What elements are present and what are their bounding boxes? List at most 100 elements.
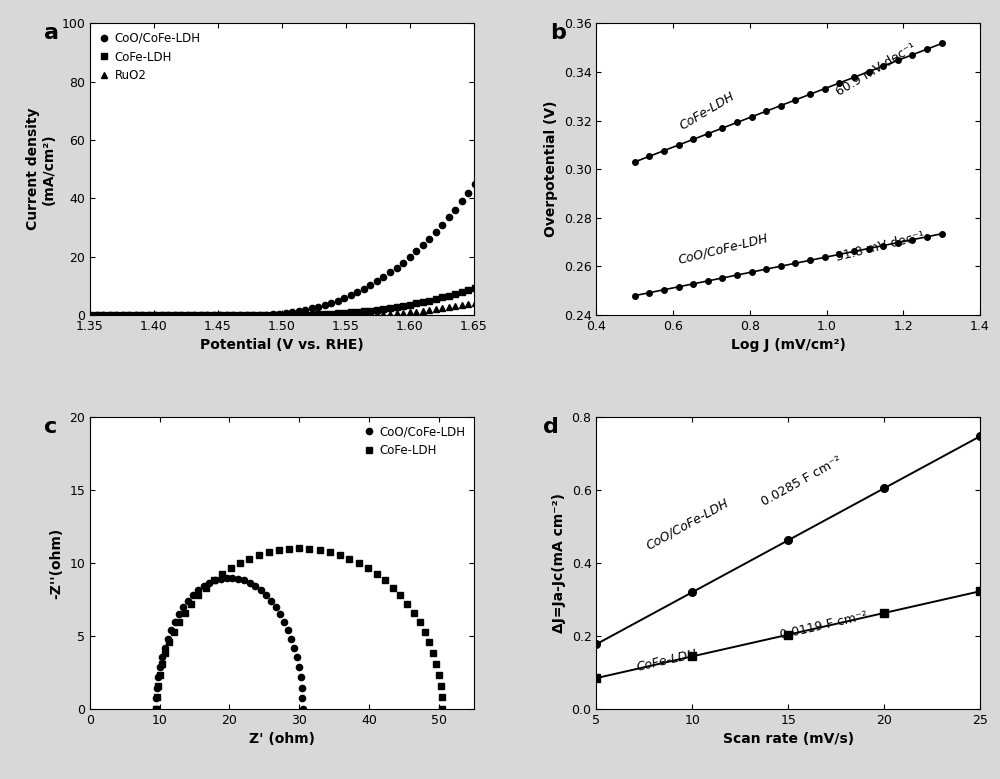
CoO/CoFe-LDH: [214, 310, 226, 319]
CoO/CoFe-LDH: [274, 609, 286, 619]
RuO2: [149, 310, 161, 319]
CoFe-LDH: [433, 670, 445, 679]
CoFe-LDH: [192, 590, 204, 600]
RuO2: [469, 298, 481, 307]
CoO/CoFe-LDH: [154, 663, 166, 672]
CoFe-LDH: [149, 310, 161, 319]
CoO/CoFe-LDH: [215, 574, 227, 583]
Text: b: b: [550, 23, 566, 44]
CoO/CoFe-LDH: [221, 573, 233, 583]
CoFe-LDH: [214, 310, 226, 319]
CoFe-LDH: [173, 618, 185, 627]
CoFe-LDH: [168, 627, 180, 636]
CoFe-LDH: [208, 310, 220, 319]
Text: c: c: [44, 418, 57, 437]
CoO/CoFe-LDH: [244, 578, 256, 587]
Text: 0.0285 F cm⁻²: 0.0285 F cm⁻²: [759, 453, 844, 509]
Y-axis label: Current density
(mA/cm²): Current density (mA/cm²): [26, 108, 56, 231]
CoO/CoFe-LDH: [187, 590, 199, 600]
X-axis label: Potential (V vs. RHE): Potential (V vs. RHE): [200, 339, 364, 352]
CoFe-LDH: [208, 576, 220, 585]
Text: 60.9 mV dec⁻¹: 60.9 mV dec⁻¹: [834, 41, 919, 99]
CoFe-LDH: [154, 670, 166, 679]
Line: CoO/CoFe-LDH: CoO/CoFe-LDH: [87, 181, 478, 318]
CoFe-LDH: [293, 544, 305, 553]
CoO/CoFe-LDH: [152, 673, 164, 682]
CoFe-LDH: [179, 608, 191, 618]
CoO/CoFe-LDH: [291, 653, 303, 662]
CoFe-LDH: [379, 576, 391, 585]
CoO/CoFe-LDH: [149, 310, 161, 319]
Line: RuO2: RuO2: [87, 299, 478, 318]
CoFe-LDH: [263, 548, 275, 557]
CoO/CoFe-LDH: [255, 586, 267, 595]
CoO/CoFe-LDH: [282, 626, 294, 635]
CoO/CoFe-LDH: [297, 704, 309, 714]
CoFe-LDH: [334, 550, 346, 559]
Text: a: a: [44, 23, 59, 44]
RuO2: [214, 310, 226, 319]
CoO/CoFe-LDH: [84, 310, 96, 319]
CoFe-LDH: [273, 545, 285, 555]
CoFe-LDH: [387, 583, 399, 592]
CoO/CoFe-LDH: [182, 310, 194, 319]
CoO/CoFe-LDH: [296, 683, 308, 693]
Text: CoO/CoFe-LDH: CoO/CoFe-LDH: [677, 231, 770, 266]
RuO2: [84, 310, 96, 319]
Text: CoFe-LDH: CoFe-LDH: [635, 647, 698, 675]
CoFe-LDH: [253, 550, 265, 559]
CoO/CoFe-LDH: [192, 586, 204, 595]
CoFe-LDH: [408, 608, 420, 618]
CoFe-LDH: [353, 559, 365, 568]
CoO/CoFe-LDH: [238, 576, 250, 585]
CoO/CoFe-LDH: [278, 617, 290, 626]
Text: CoFe-LDH: CoFe-LDH: [677, 90, 737, 132]
RuO2: [182, 310, 194, 319]
Text: d: d: [543, 418, 559, 437]
CoFe-LDH: [163, 637, 175, 647]
CoO/CoFe-LDH: [232, 574, 244, 583]
CoFe-LDH: [430, 659, 442, 668]
CoO/CoFe-LDH: [162, 634, 174, 643]
CoFe-LDH: [324, 548, 336, 557]
CoFe-LDH: [394, 590, 406, 600]
CoFe-LDH: [150, 704, 162, 714]
CoO/CoFe-LDH: [285, 634, 297, 643]
CoFe-LDH: [469, 283, 481, 292]
CoFe-LDH: [401, 599, 413, 608]
CoFe-LDH: [225, 563, 237, 573]
CoO/CoFe-LDH: [151, 683, 163, 693]
CoFe-LDH: [371, 569, 383, 579]
X-axis label: Scan rate (mV/s): Scan rate (mV/s): [723, 732, 854, 746]
Y-axis label: -Z''(ohm): -Z''(ohm): [50, 527, 64, 598]
CoO/CoFe-LDH: [260, 590, 272, 600]
CoFe-LDH: [343, 554, 355, 563]
CoFe-LDH: [234, 559, 246, 568]
CoO/CoFe-LDH: [249, 581, 261, 590]
CoFe-LDH: [200, 583, 212, 592]
CoFe-LDH: [436, 704, 448, 714]
CoFe-LDH: [283, 545, 295, 554]
CoO/CoFe-LDH: [270, 602, 282, 612]
CoO/CoFe-LDH: [325, 298, 337, 308]
RuO2: [325, 310, 337, 319]
Text: 0.0119 F cm⁻²: 0.0119 F cm⁻²: [779, 608, 869, 641]
CoO/CoFe-LDH: [296, 693, 308, 703]
CoFe-LDH: [243, 554, 255, 563]
CoO/CoFe-LDH: [173, 609, 185, 619]
CoFe-LDH: [435, 682, 447, 691]
CoFe-LDH: [423, 637, 435, 647]
CoFe-LDH: [419, 627, 431, 636]
CoO/CoFe-LDH: [209, 576, 221, 585]
CoFe-LDH: [303, 545, 315, 554]
CoFe-LDH: [84, 310, 96, 319]
CoO/CoFe-LDH: [226, 573, 238, 583]
Legend: CoO/CoFe-LDH, CoFe-LDH: CoO/CoFe-LDH, CoFe-LDH: [360, 423, 468, 460]
X-axis label: Log J (mV/cm²): Log J (mV/cm²): [731, 339, 846, 352]
CoFe-LDH: [182, 310, 194, 319]
CoO/CoFe-LDH: [182, 596, 194, 605]
CoFe-LDH: [152, 682, 164, 691]
RuO2: [195, 310, 207, 319]
CoFe-LDH: [195, 310, 207, 319]
Line: CoO/CoFe-LDH: CoO/CoFe-LDH: [153, 575, 306, 712]
